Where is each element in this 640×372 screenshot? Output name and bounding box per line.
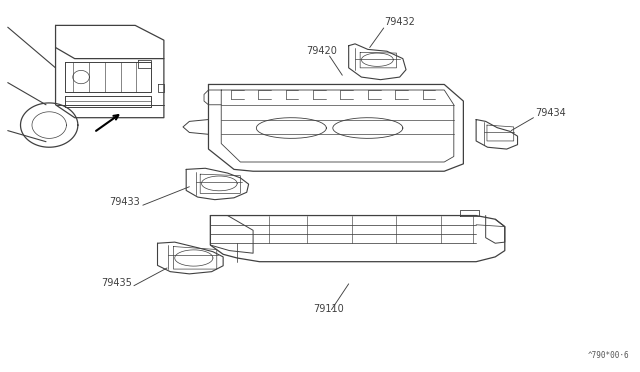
Text: 79420: 79420 [306, 46, 337, 56]
Text: 79434: 79434 [536, 108, 566, 118]
Text: 79110: 79110 [314, 304, 344, 314]
Text: 79435: 79435 [101, 278, 132, 288]
Text: 79433: 79433 [109, 197, 140, 207]
Text: ^790*00·6: ^790*00·6 [588, 350, 629, 359]
Text: 79432: 79432 [384, 17, 415, 28]
